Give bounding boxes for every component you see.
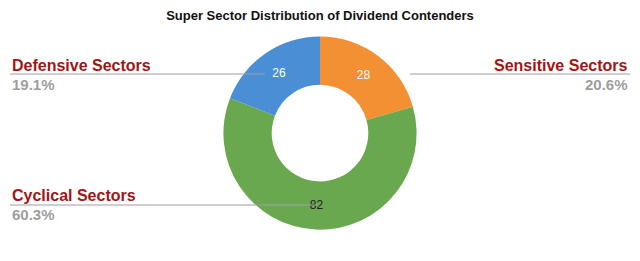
svg-text:Cyclical Sectors: Cyclical Sectors (12, 187, 136, 204)
svg-text:26: 26 (272, 66, 286, 80)
svg-text:20.6%: 20.6% (585, 76, 628, 93)
svg-text:Sensitive Sectors: Sensitive Sectors (494, 57, 628, 74)
svg-text:Defensive Sectors: Defensive Sectors (12, 57, 151, 74)
svg-text:82: 82 (310, 198, 324, 212)
svg-text:19.1%: 19.1% (12, 76, 55, 93)
svg-text:28: 28 (357, 68, 371, 82)
svg-text:60.3%: 60.3% (12, 206, 55, 223)
svg-text:Super Sector Distribution of D: Super Sector Distribution of Dividend Co… (166, 8, 474, 23)
